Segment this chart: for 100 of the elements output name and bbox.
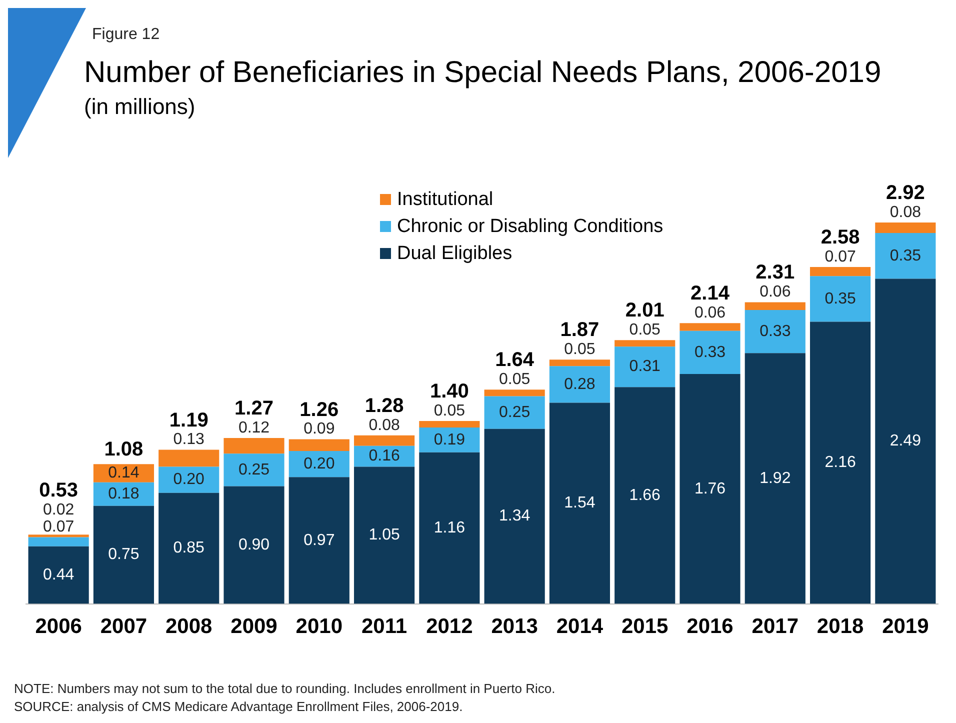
bar [158,466,220,493]
bar [614,346,676,388]
data-label: 0.12 [238,419,270,436]
data-label: 0.16 [368,448,400,465]
bar [224,438,284,454]
x-tick-label: 2012 [426,615,473,638]
x-tick-label: 2008 [166,615,213,638]
data-label: 1.66 [629,486,661,504]
total-label: 1.87 [560,319,600,342]
text: NOTE: Numbers may not sum to the total due to rounding. Includes enrollment in Puerto Rico. [14,680,556,698]
bar [288,451,350,478]
data-label: 0.02 [43,502,74,519]
data-label: 0.35 [824,290,856,308]
bar [28,537,89,546]
bar [224,454,284,486]
bar [484,396,545,429]
x-tick-label: 2018 [816,615,864,638]
chart-title: Number of Beneficiaries in Special Needs Plans, 2006-2019 [84,56,882,90]
bar [549,366,610,403]
legend-label: Institutional [397,188,494,210]
total-label: 1.64 [495,349,535,372]
data-label: 1.54 [564,494,596,512]
total-label: 1.28 [364,394,404,417]
data-label: 0.06 [760,284,791,301]
x-tick-label: 2010 [296,615,342,638]
bar [680,374,740,604]
bar [288,439,350,452]
bar [484,390,545,396]
total-label: 2.31 [756,262,795,284]
data-label: 0.06 [694,304,726,322]
total-label: 2.58 [820,226,860,248]
bar [28,546,89,604]
bar [614,387,676,604]
bar [354,435,415,446]
data-label: 1.92 [760,470,791,487]
bar [744,310,806,354]
data-label: 0.09 [304,420,335,438]
data-label: 0.44 [43,566,74,584]
x-tick-label: 2015 [622,615,669,638]
bar [549,402,610,604]
data-label: 0.08 [890,204,922,221]
bar [875,222,936,234]
x-tick-label: 2011 [362,615,408,638]
data-label: 0.05 [434,402,466,420]
data-label: 0.35 [890,247,922,264]
data-label: 0.28 [564,376,596,393]
x-tick-label: 2014 [556,615,604,638]
x-tick-label: 2017 [752,615,798,638]
data-label: 0.20 [304,456,335,473]
total-label: 2.92 [886,182,925,204]
bar [680,323,740,331]
source-note: SOURCE: analysis of CMS Medicare Advantage Enrollment Files, 2006-2019. [14,698,464,716]
data-label: 0.20 [173,471,205,488]
data-label: 0.19 [434,431,466,448]
bar [93,482,154,506]
bar [93,506,154,604]
data-label: 0.25 [499,404,530,421]
data-label: 1.05 [368,526,400,544]
data-label: 0.05 [564,341,596,358]
bar [484,428,545,604]
data-label: 0.25 [238,461,270,478]
bar [158,492,220,604]
bar [810,322,871,604]
bar [419,421,480,428]
data-label: 0.07 [824,248,856,266]
bar [549,360,610,366]
data-label: 0.07 [43,518,74,536]
data-label: 0.97 [304,532,335,549]
total-label: 0.53 [39,480,78,502]
bar [614,340,676,347]
legend-label: Chronic or Disabling Conditions [397,216,664,238]
chart-subtitle: (in millions) [84,94,196,120]
data-label: 0.14 [108,464,140,482]
data-label: 0.18 [108,486,140,503]
caption: Figure 12 [92,26,160,44]
x-tick-label: 2009 [230,615,278,638]
total-label: 2.01 [625,300,664,322]
bar [419,452,480,604]
bar [680,330,740,374]
x-tick-label: 2006 [35,615,82,638]
data-label: 2.16 [824,454,856,472]
data-label: 1.16 [434,519,466,536]
x-tick-label: 2007 [100,615,148,638]
data-label: 0.13 [173,431,205,448]
bar [288,477,350,604]
data-label: 0.05 [499,371,530,388]
total-label: 1.40 [430,380,469,403]
bar [744,353,806,604]
data-label: 0.05 [629,321,661,338]
total-label: 1.08 [104,438,144,461]
bar [224,486,284,604]
data-label: 0.90 [238,536,270,554]
total-label: 1.26 [300,398,339,421]
data-label: 1.34 [499,508,530,525]
data-label: 0.33 [694,344,726,361]
data-label: 2.49 [890,432,922,450]
data-label: 0.75 [108,546,140,564]
x-tick-label: 2016 [686,615,734,638]
data-label: 0.33 [760,322,791,340]
bar [28,534,89,538]
